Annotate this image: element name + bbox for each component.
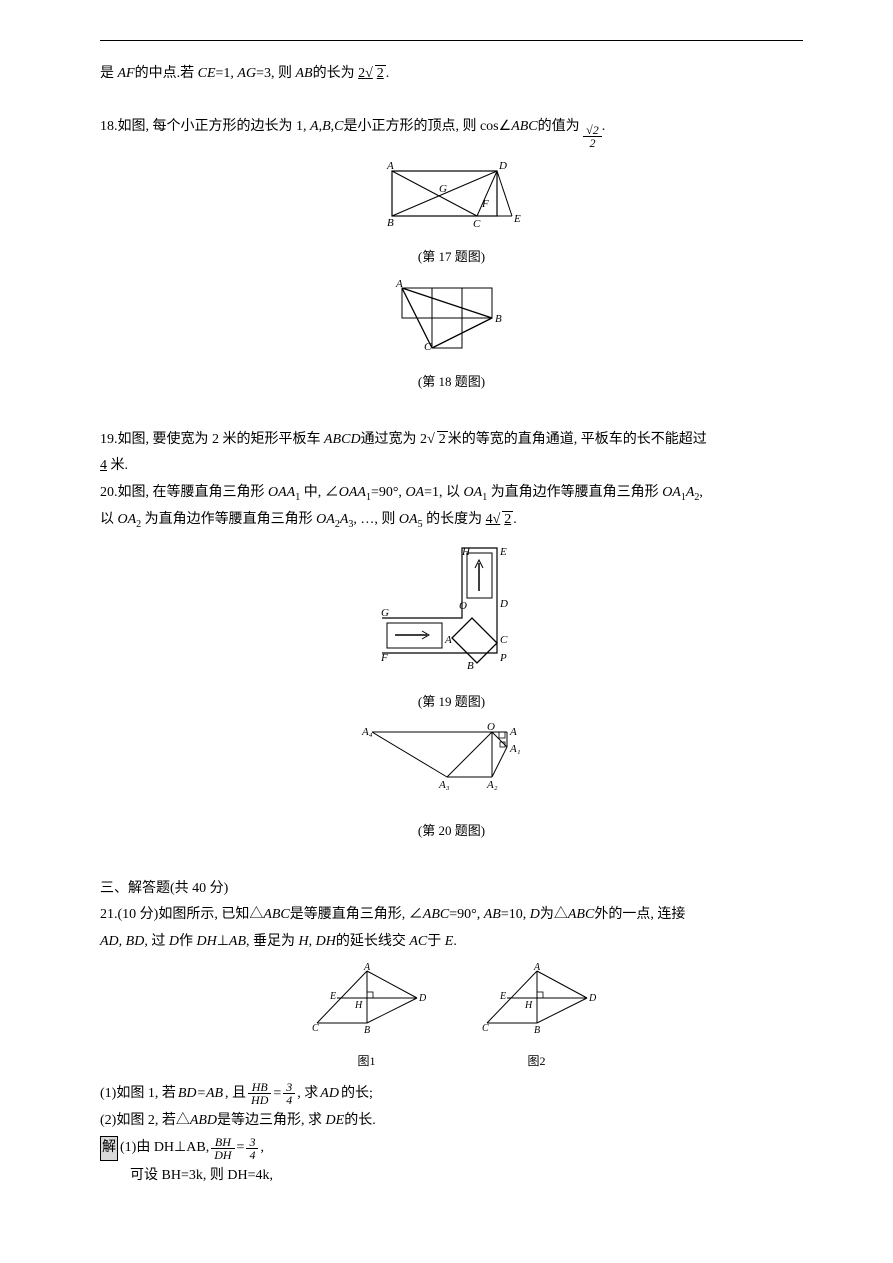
svg-text:A: A bbox=[363, 963, 371, 973]
svg-text:G: G bbox=[381, 607, 389, 619]
var: CE bbox=[198, 66, 216, 81]
svg-text:E: E bbox=[499, 991, 506, 1002]
var: AF bbox=[118, 66, 135, 81]
answer-20: 4√2 bbox=[486, 512, 514, 527]
svg-text:E: E bbox=[513, 213, 521, 225]
txt: 如图, 每个小正方形的边长为 1, bbox=[118, 119, 311, 134]
svg-text:A₂: A₂ bbox=[486, 779, 498, 791]
caption-19: (第 19 题图) bbox=[100, 692, 803, 713]
qnum: 20. bbox=[100, 485, 118, 500]
question-19: 19.如图, 要使宽为 2 米的矩形平板车 ABCD通过宽为 2√2米的等宽的直… bbox=[100, 429, 803, 451]
qnum: 21. bbox=[100, 907, 118, 922]
svg-text:P: P bbox=[499, 652, 507, 664]
solution-line1: 解 (1)由 DH⊥AB, BHDH=34, bbox=[100, 1136, 803, 1161]
fig-label-1: 图1 bbox=[302, 1052, 432, 1071]
svg-text:C: C bbox=[312, 1023, 319, 1034]
answer-18: √22 bbox=[583, 124, 602, 149]
svg-text:C: C bbox=[482, 1023, 489, 1034]
svg-text:O: O bbox=[459, 600, 467, 612]
svg-text:F: F bbox=[380, 652, 388, 664]
svg-text:D: D bbox=[588, 993, 597, 1004]
question-21: 21.(10 分)如图所示, 已知△ABC是等腰直角三角形, ∠ABC=90°,… bbox=[100, 904, 803, 926]
txt: 的长为 bbox=[313, 66, 359, 81]
answer-19: 4 bbox=[100, 458, 107, 473]
svg-text:B: B bbox=[467, 660, 474, 672]
qnum: 19. bbox=[100, 432, 118, 447]
svg-text:E: E bbox=[499, 546, 507, 558]
figure-20: O A A₁ A₂ A₃ A₄ bbox=[100, 722, 803, 810]
svg-text:B: B bbox=[534, 1025, 540, 1036]
svg-text:C: C bbox=[473, 218, 481, 229]
svg-text:F: F bbox=[481, 198, 489, 210]
svg-text:A₄: A₄ bbox=[361, 726, 373, 738]
svg-text:B: B bbox=[495, 313, 502, 325]
svg-text:A: A bbox=[444, 634, 452, 646]
svg-text:D: D bbox=[418, 993, 427, 1004]
txt: =1, bbox=[216, 66, 238, 81]
solution-line2: 可设 BH=3k, 则 DH=4k, bbox=[130, 1165, 803, 1187]
question-19-line2: 4 米. bbox=[100, 455, 803, 477]
qnum: 18. bbox=[100, 119, 118, 134]
svg-text:C: C bbox=[424, 341, 432, 353]
svg-text:E: E bbox=[329, 991, 336, 1002]
caption-17: (第 17 题图) bbox=[100, 247, 803, 268]
var: AB bbox=[295, 66, 312, 81]
txt: =3, 则 bbox=[256, 66, 295, 81]
svg-text:H: H bbox=[461, 546, 471, 558]
question-21-line2: AD, BD, 过 D作 DH⊥AB, 垂足为 H, DH的延长线交 AC于 E… bbox=[100, 931, 803, 953]
svg-text:B: B bbox=[387, 217, 394, 229]
figure-18: A B C bbox=[100, 278, 803, 361]
txt: 的中点.若 bbox=[135, 66, 198, 81]
solution-label-box: 解 bbox=[100, 1136, 118, 1160]
fragment-line-17: 是 AF的中点.若 CE=1, AG=3, 则 AB的长为 2√2. bbox=[100, 63, 803, 85]
svg-text:D: D bbox=[499, 598, 508, 610]
svg-text:A: A bbox=[386, 160, 394, 172]
var: AG bbox=[237, 66, 256, 81]
question-20: 20.如图, 在等腰直角三角形 OAA1 中, ∠OAA1=90°, OA=1,… bbox=[100, 482, 803, 506]
svg-text:H: H bbox=[524, 1000, 533, 1011]
svg-text:G: G bbox=[439, 183, 447, 195]
svg-text:A: A bbox=[395, 278, 403, 290]
question-18: 18.如图, 每个小正方形的边长为 1, A,B,C是小正方形的顶点, 则 co… bbox=[100, 116, 803, 149]
svg-text:H: H bbox=[354, 1000, 363, 1011]
question-21-part1: (1)如图 1, 若 BD=AB, 且 HBHD=34 , 求 AD的长; bbox=[100, 1081, 803, 1106]
svg-text:A: A bbox=[533, 963, 541, 973]
figure-17: A D B C E G F bbox=[100, 159, 803, 237]
question-20-line2: 以 OA2 为直角边作等腰直角三角形 OA2A3, …, 则 OA5 的长度为 … bbox=[100, 509, 803, 533]
period: . bbox=[386, 66, 390, 81]
question-21-part2: (2)如图 2, 若△ABD是等边三角形, 求 DE的长. bbox=[100, 1110, 803, 1132]
svg-text:A₁: A₁ bbox=[509, 743, 521, 755]
svg-text:A: A bbox=[509, 726, 517, 738]
svg-text:D: D bbox=[498, 160, 507, 172]
svg-text:O: O bbox=[487, 722, 495, 733]
caption-18: (第 18 题图) bbox=[100, 372, 803, 393]
answer-17: 2√2 bbox=[358, 66, 386, 81]
caption-20: (第 20 题图) bbox=[100, 821, 803, 842]
svg-text:A₃: A₃ bbox=[438, 779, 450, 791]
figure-19: G F O D H E A B C P bbox=[100, 543, 803, 681]
svg-text:C: C bbox=[500, 634, 508, 646]
section-3-heading: 三、解答题(共 40 分) bbox=[100, 878, 803, 900]
fig-label-2: 图2 bbox=[472, 1052, 602, 1071]
figure-21-pair: A C B D E H 图1 A C B D E H 图2 bbox=[100, 963, 803, 1071]
txt: 是 bbox=[100, 66, 118, 81]
svg-text:B: B bbox=[364, 1025, 370, 1036]
